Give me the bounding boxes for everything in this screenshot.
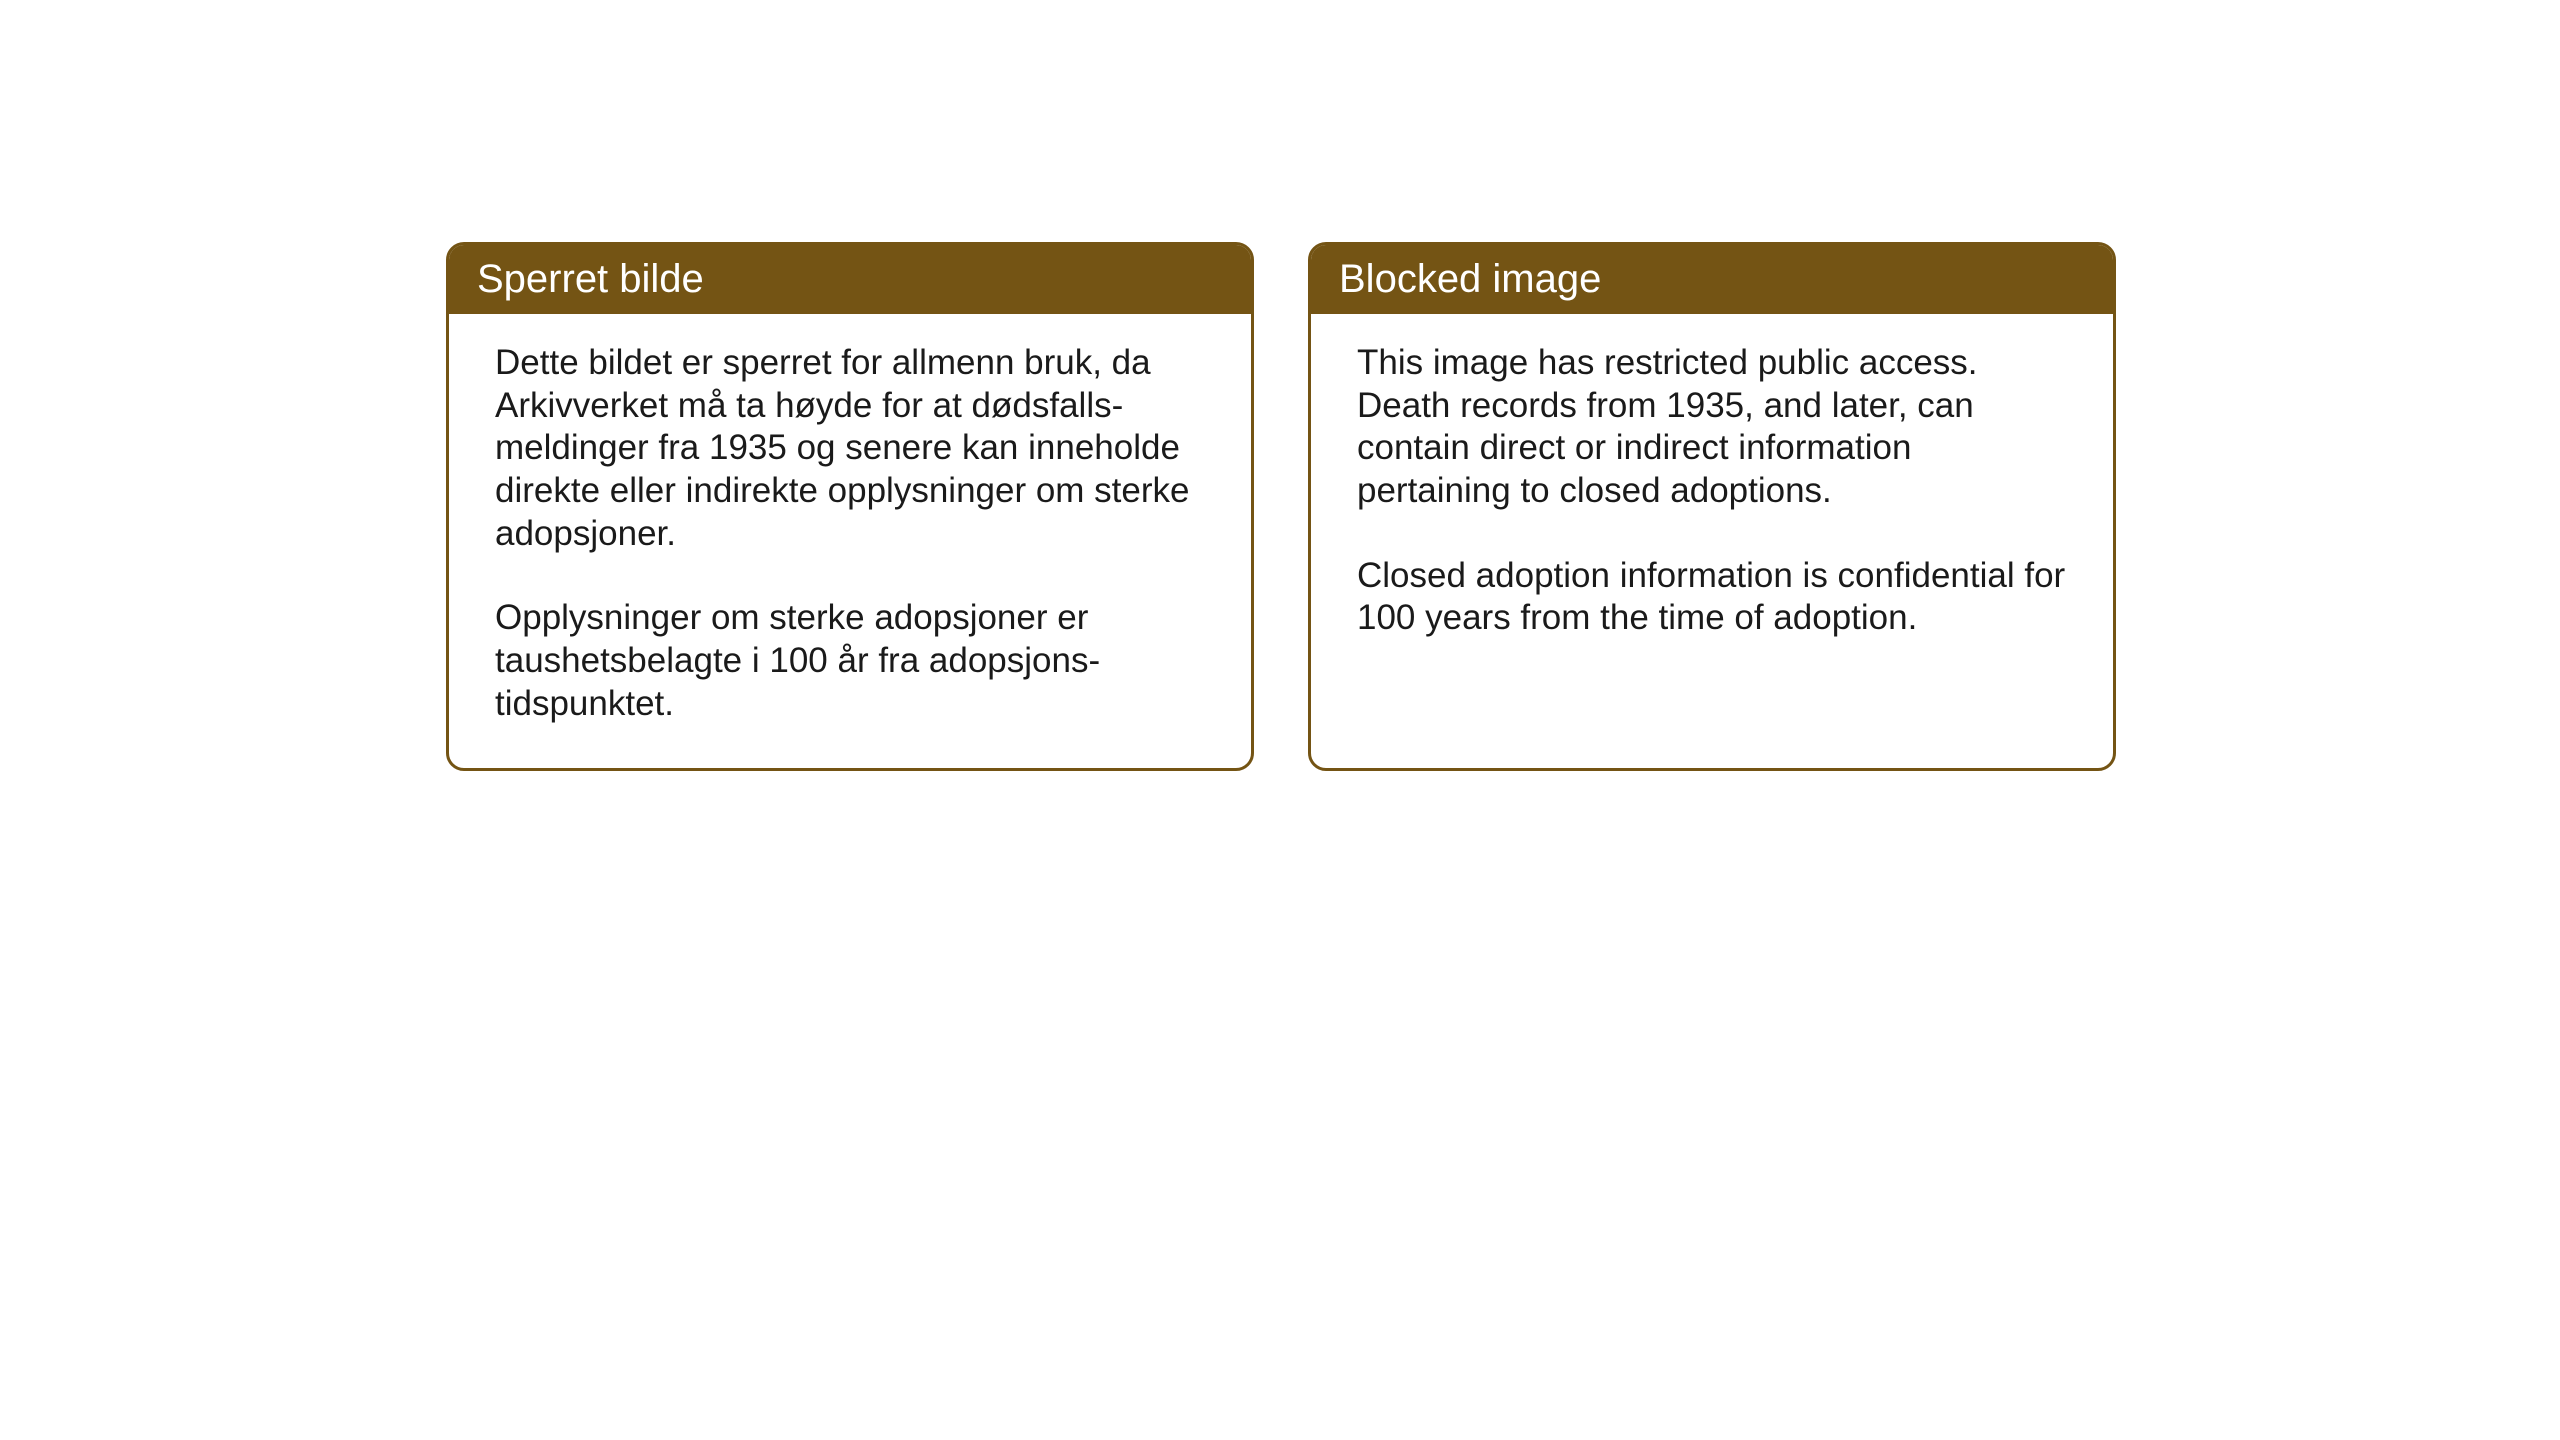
card-body-norwegian: Dette bildet er sperret for allmenn bruk… xyxy=(449,314,1251,768)
card-header-english: Blocked image xyxy=(1311,245,2113,314)
notice-card-english: Blocked image This image has restricted … xyxy=(1308,242,2116,771)
norwegian-paragraph-1: Dette bildet er sperret for allmenn bruk… xyxy=(495,342,1205,555)
norwegian-paragraph-2: Opplysninger om sterke adopsjoner er tau… xyxy=(495,597,1205,725)
english-paragraph-1: This image has restricted public access.… xyxy=(1357,342,2067,513)
card-header-norwegian: Sperret bilde xyxy=(449,245,1251,314)
notice-cards-container: Sperret bilde Dette bildet er sperret fo… xyxy=(446,242,2116,771)
card-title-english: Blocked image xyxy=(1339,257,1601,301)
card-title-norwegian: Sperret bilde xyxy=(477,257,704,301)
card-body-english: This image has restricted public access.… xyxy=(1311,314,2113,758)
notice-card-norwegian: Sperret bilde Dette bildet er sperret fo… xyxy=(446,242,1254,771)
english-paragraph-2: Closed adoption information is confident… xyxy=(1357,555,2067,640)
